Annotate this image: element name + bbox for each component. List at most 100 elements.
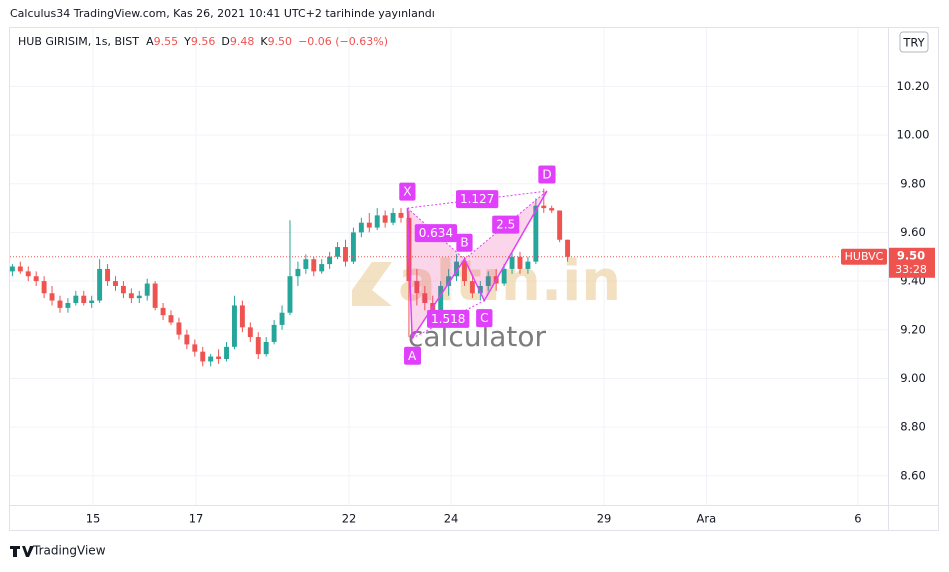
candle-body bbox=[343, 247, 348, 262]
candle-body bbox=[374, 215, 380, 228]
legend-value: 9.50 bbox=[268, 35, 293, 48]
point-label: B bbox=[460, 236, 468, 250]
candle-body bbox=[89, 300, 95, 304]
candle-body bbox=[113, 281, 118, 286]
candle-body bbox=[152, 283, 158, 308]
candle-body bbox=[144, 283, 150, 296]
candle-body bbox=[390, 212, 396, 223]
candle-body bbox=[120, 285, 126, 294]
candle-body bbox=[549, 208, 555, 211]
candle-body bbox=[49, 293, 55, 301]
candle-body bbox=[462, 261, 467, 282]
x-tick-label: 24 bbox=[444, 512, 459, 526]
candle-body bbox=[327, 256, 333, 265]
candle-body bbox=[136, 295, 142, 299]
x-tick-label: 29 bbox=[597, 512, 612, 526]
ratio-line bbox=[407, 190, 548, 209]
candle-body bbox=[366, 222, 372, 228]
candle-body bbox=[247, 327, 253, 338]
candle-body bbox=[414, 281, 420, 294]
candle-body bbox=[208, 356, 214, 362]
currency-box[interactable] bbox=[899, 31, 929, 53]
point-box bbox=[404, 346, 422, 365]
frame bbox=[9, 27, 939, 531]
legend-key: Y bbox=[183, 35, 191, 48]
x-tick-label: 22 bbox=[342, 512, 357, 526]
legend-value: 9.56 bbox=[191, 35, 216, 48]
candle-body bbox=[263, 341, 269, 355]
ratio-box bbox=[492, 215, 520, 234]
point-label: C bbox=[480, 311, 488, 325]
candle-body bbox=[255, 337, 261, 355]
point-label: X bbox=[403, 185, 411, 199]
candle-body bbox=[160, 307, 166, 316]
point-label: D bbox=[542, 168, 551, 182]
ratio-label: 1.518 bbox=[431, 312, 465, 326]
candle-body bbox=[224, 346, 229, 359]
candle-body bbox=[41, 281, 47, 294]
y-tick-label: 8.80 bbox=[900, 420, 926, 434]
candle-body bbox=[81, 295, 87, 304]
last-price: 9.50 bbox=[897, 248, 925, 262]
candle-body bbox=[358, 222, 364, 233]
candle-body bbox=[303, 259, 309, 269]
point-box bbox=[456, 233, 473, 252]
candle-body bbox=[17, 266, 23, 272]
y-tick-label: 9.60 bbox=[900, 225, 926, 239]
ratio-line bbox=[407, 207, 465, 260]
candle-body bbox=[565, 239, 571, 257]
candle-body bbox=[184, 334, 190, 345]
candle-body bbox=[509, 256, 515, 269]
candle-body bbox=[200, 351, 206, 362]
y-tick-label: 10.00 bbox=[897, 128, 930, 142]
candle-body bbox=[239, 305, 245, 328]
candle-body bbox=[192, 344, 198, 352]
point-label: A bbox=[408, 349, 417, 363]
candle-body bbox=[33, 276, 39, 282]
candle-body bbox=[97, 268, 103, 301]
candle-body bbox=[501, 268, 507, 284]
candle-body bbox=[454, 261, 459, 277]
pattern-fill bbox=[464, 191, 547, 301]
candle-body bbox=[398, 212, 404, 218]
ratio-box bbox=[414, 224, 458, 243]
y-tick-label: 8.60 bbox=[900, 468, 926, 482]
candle-body bbox=[9, 266, 15, 272]
candle-body bbox=[279, 312, 285, 325]
currency: TRY bbox=[902, 36, 925, 50]
candle-body bbox=[382, 215, 388, 223]
point-box bbox=[538, 165, 556, 184]
ratio-label: 1.127 bbox=[460, 192, 494, 206]
countdown: 33:28 bbox=[895, 263, 927, 276]
candle-body bbox=[319, 264, 325, 272]
legend: HUB GIRISIM, 1s, BIST A9.55 Y9.56 D9.48 K9.5… bbox=[18, 35, 388, 48]
y-tick-label: 9.20 bbox=[900, 322, 926, 336]
candle-body bbox=[335, 247, 341, 257]
legend-change: −0.06 (−0.63%) bbox=[298, 35, 388, 48]
candle-body bbox=[216, 356, 222, 359]
candle-body bbox=[287, 276, 293, 313]
legend-key: D bbox=[221, 35, 229, 48]
candle-body bbox=[541, 205, 547, 209]
legend-key: A bbox=[146, 35, 154, 48]
candle-body bbox=[557, 210, 563, 240]
candle-body bbox=[65, 303, 71, 308]
candle-body bbox=[57, 300, 63, 308]
ratio-label: 2.5 bbox=[496, 218, 515, 232]
candle-body bbox=[128, 293, 134, 299]
candle-body bbox=[438, 285, 444, 311]
candle-body bbox=[25, 271, 31, 277]
tv-logo bbox=[10, 546, 34, 557]
candle-body bbox=[525, 261, 531, 269]
x-tick-label: 17 bbox=[189, 512, 204, 526]
candle-body bbox=[446, 276, 452, 286]
x-tick-label: 15 bbox=[86, 512, 101, 526]
y-tick-label: 9.00 bbox=[900, 371, 926, 385]
candle-body bbox=[176, 322, 182, 335]
ratio-box bbox=[455, 190, 499, 209]
candle-body bbox=[271, 324, 277, 342]
candle-body bbox=[350, 232, 356, 262]
point-box bbox=[399, 182, 416, 201]
